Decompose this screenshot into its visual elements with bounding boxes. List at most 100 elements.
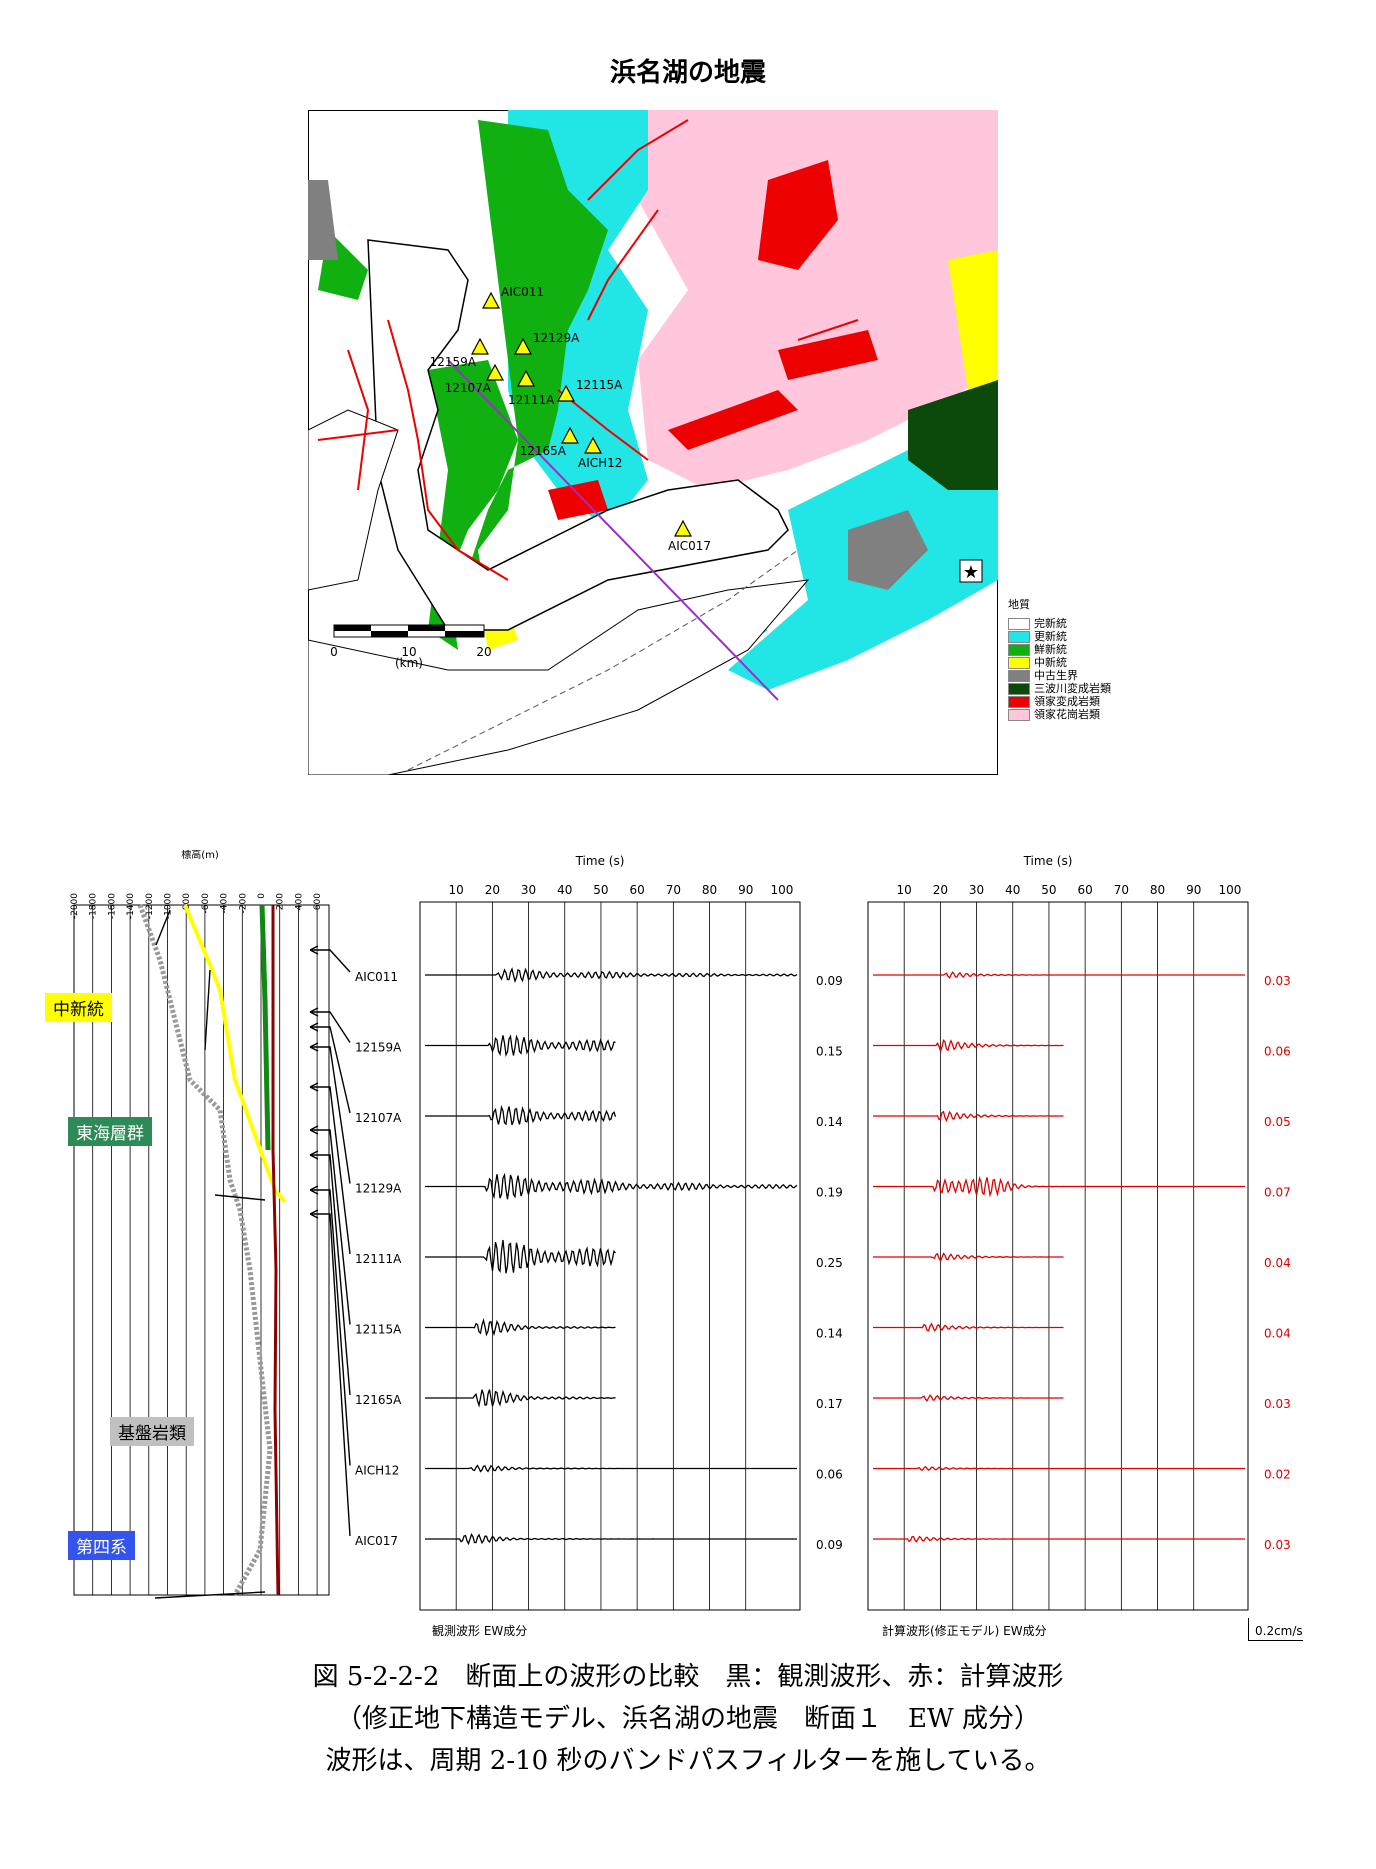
- time-tick-label: 10: [449, 883, 464, 897]
- legend-item: 領家花崗岩類: [1008, 708, 1111, 721]
- max-amplitude-label: 0.03: [1264, 1397, 1291, 1411]
- time-tick-label: 50: [1041, 883, 1056, 897]
- profile-axis-label: 標高(m): [181, 850, 219, 861]
- time-tick-label: 20: [485, 883, 500, 897]
- station-triangle-icon: [517, 369, 535, 387]
- scale-unit: (km): [395, 656, 423, 670]
- max-amplitude-label: 0.14: [816, 1115, 843, 1129]
- profile-tick-label: -1200: [145, 893, 155, 919]
- max-amplitude-label: 0.04: [1264, 1327, 1291, 1341]
- caption-line-3: 波形は、周期 2-10 秒のバンドパスフィルターを施している。: [325, 1746, 1051, 1776]
- label-miocene: 中新統: [45, 993, 112, 1022]
- waveform-trace: [425, 967, 798, 984]
- max-amplitude-label: 0.14: [816, 1327, 843, 1341]
- profile-tick-label: 0: [257, 893, 267, 899]
- waveform-trace: [873, 1252, 1064, 1263]
- scale-tick: 0: [330, 645, 338, 659]
- arrow-head-icon: [309, 1007, 319, 1017]
- legend-swatch: [1008, 695, 1030, 708]
- max-amplitude-label: 0.09: [816, 1538, 843, 1552]
- max-amplitude-label: 0.15: [816, 1045, 843, 1059]
- time-tick-label: 10: [897, 883, 912, 897]
- profile-panel: 標高(m) -2000 -1800 -1600 -1400 -1200 -1000 -800…: [70, 850, 351, 1599]
- waveform-trace: [425, 1239, 616, 1274]
- legend-label: 中古生界: [1034, 669, 1078, 682]
- time-tick-label: 30: [521, 883, 536, 897]
- station-arrow: [310, 949, 351, 973]
- tokai-curve: [259, 904, 271, 1151]
- time-tick-label: 100: [1218, 883, 1241, 897]
- max-amplitude-label: 0.03: [1264, 1538, 1291, 1552]
- waveform-station-label: AICH12: [355, 1464, 399, 1478]
- legend-swatch: [1008, 630, 1030, 643]
- station-triangle-icon: [674, 519, 692, 537]
- profile-tick-label: -200: [238, 893, 248, 914]
- map-legend: 地質 完新統 更新統 鮮新統 中新統 中古生界 三波川変成岩類 領家変成岩類 領家花崗岩類: [1008, 598, 1111, 721]
- profile-tick-label: -1600: [107, 893, 117, 919]
- waveform-station-label: AIC011: [355, 970, 398, 984]
- amplitude-scale: 0.2cm/s: [1248, 1618, 1303, 1641]
- time-tick-label: 60: [630, 883, 645, 897]
- waveform-trace: [873, 1322, 1064, 1332]
- layer-pointer: [214, 1194, 266, 1201]
- station-triangle-icon: [486, 363, 504, 381]
- time-tick-label: 100: [770, 883, 793, 897]
- legend-item: 完新統: [1008, 617, 1111, 630]
- computed-label: 計算波形(修正モデル) EW成分: [882, 1624, 1047, 1638]
- arrow-head-icon: [309, 1082, 319, 1092]
- label-quaternary: 第四系: [68, 1531, 135, 1560]
- arrow-head-icon: [309, 1022, 319, 1032]
- station-triangle-icon: [557, 384, 575, 402]
- station-label: AIC011: [501, 285, 544, 299]
- legend-label: 中新統: [1034, 656, 1067, 669]
- waveform-trace: [873, 1175, 1245, 1198]
- time-tick-label: 70: [666, 883, 681, 897]
- legend-item: 更新統: [1008, 630, 1111, 643]
- waveform-trace: [873, 1535, 1245, 1543]
- station-arrow: [310, 1213, 351, 1537]
- legend-label: 三波川変成岩類: [1034, 682, 1111, 695]
- arrow-head-icon: [309, 1150, 319, 1160]
- max-amplitude-label: 0.09: [816, 974, 843, 988]
- waveform-trace: [425, 1104, 617, 1126]
- waveform-trace: [873, 1465, 1245, 1472]
- legend-item: 三波川変成岩類: [1008, 682, 1111, 695]
- waveform-trace: [425, 1034, 616, 1057]
- time-axis-title: Time (s): [1023, 854, 1073, 868]
- legend-title: 地質: [1008, 598, 1030, 611]
- station-arrow: [310, 1129, 351, 1325]
- time-tick-label: 40: [557, 883, 572, 897]
- section-line: [447, 359, 779, 701]
- miocene-curve: [183, 904, 287, 1204]
- waveform-trace: [425, 1532, 797, 1546]
- waveform-panels: Time (s) 10 20 30 40 50 60 70 80 90 100 0.09 0.15 0.1…: [355, 854, 1291, 1611]
- waveform-trace: [873, 971, 1245, 979]
- waveform-trace: [425, 1317, 616, 1337]
- fault-lines: [317, 119, 859, 581]
- legend-swatch: [1008, 682, 1030, 695]
- max-amplitude-label: 0.17: [816, 1397, 843, 1411]
- layer-pointer: [204, 969, 211, 1051]
- layer-pointer: [154, 1591, 266, 1599]
- legend-item: 鮮新統: [1008, 643, 1111, 656]
- time-tick-label: 30: [969, 883, 984, 897]
- label-basement: 基盤岩類: [110, 1417, 194, 1446]
- time-tick-label: 80: [1150, 883, 1165, 897]
- observed-panel: Time (s) 10 20 30 40 50 60 70 80 90 100 0.09 0.15 0.1…: [419, 854, 843, 1611]
- time-tick-label: 90: [1186, 883, 1201, 897]
- time-tick-label: 20: [933, 883, 948, 897]
- profile-tick-label: -400: [220, 893, 230, 914]
- time-tick-label: 80: [702, 883, 717, 897]
- scale-tick: 10: [401, 645, 416, 659]
- time-tick-label: 90: [738, 883, 753, 897]
- waveform-trace: [425, 1389, 616, 1408]
- station-arrow: [310, 1026, 351, 1114]
- profile-tick-label: 600: [313, 893, 323, 910]
- max-amplitude-label: 0.04: [1264, 1256, 1291, 1270]
- arrow-head-icon: [309, 945, 319, 955]
- max-amplitude-label: 0.06: [816, 1468, 843, 1482]
- waveform-station-label: 12107A: [355, 1111, 402, 1125]
- legend-label: 領家花崗岩類: [1034, 708, 1100, 721]
- legend-item: 領家変成岩類: [1008, 695, 1111, 708]
- max-amplitude-label: 0.07: [1264, 1186, 1291, 1200]
